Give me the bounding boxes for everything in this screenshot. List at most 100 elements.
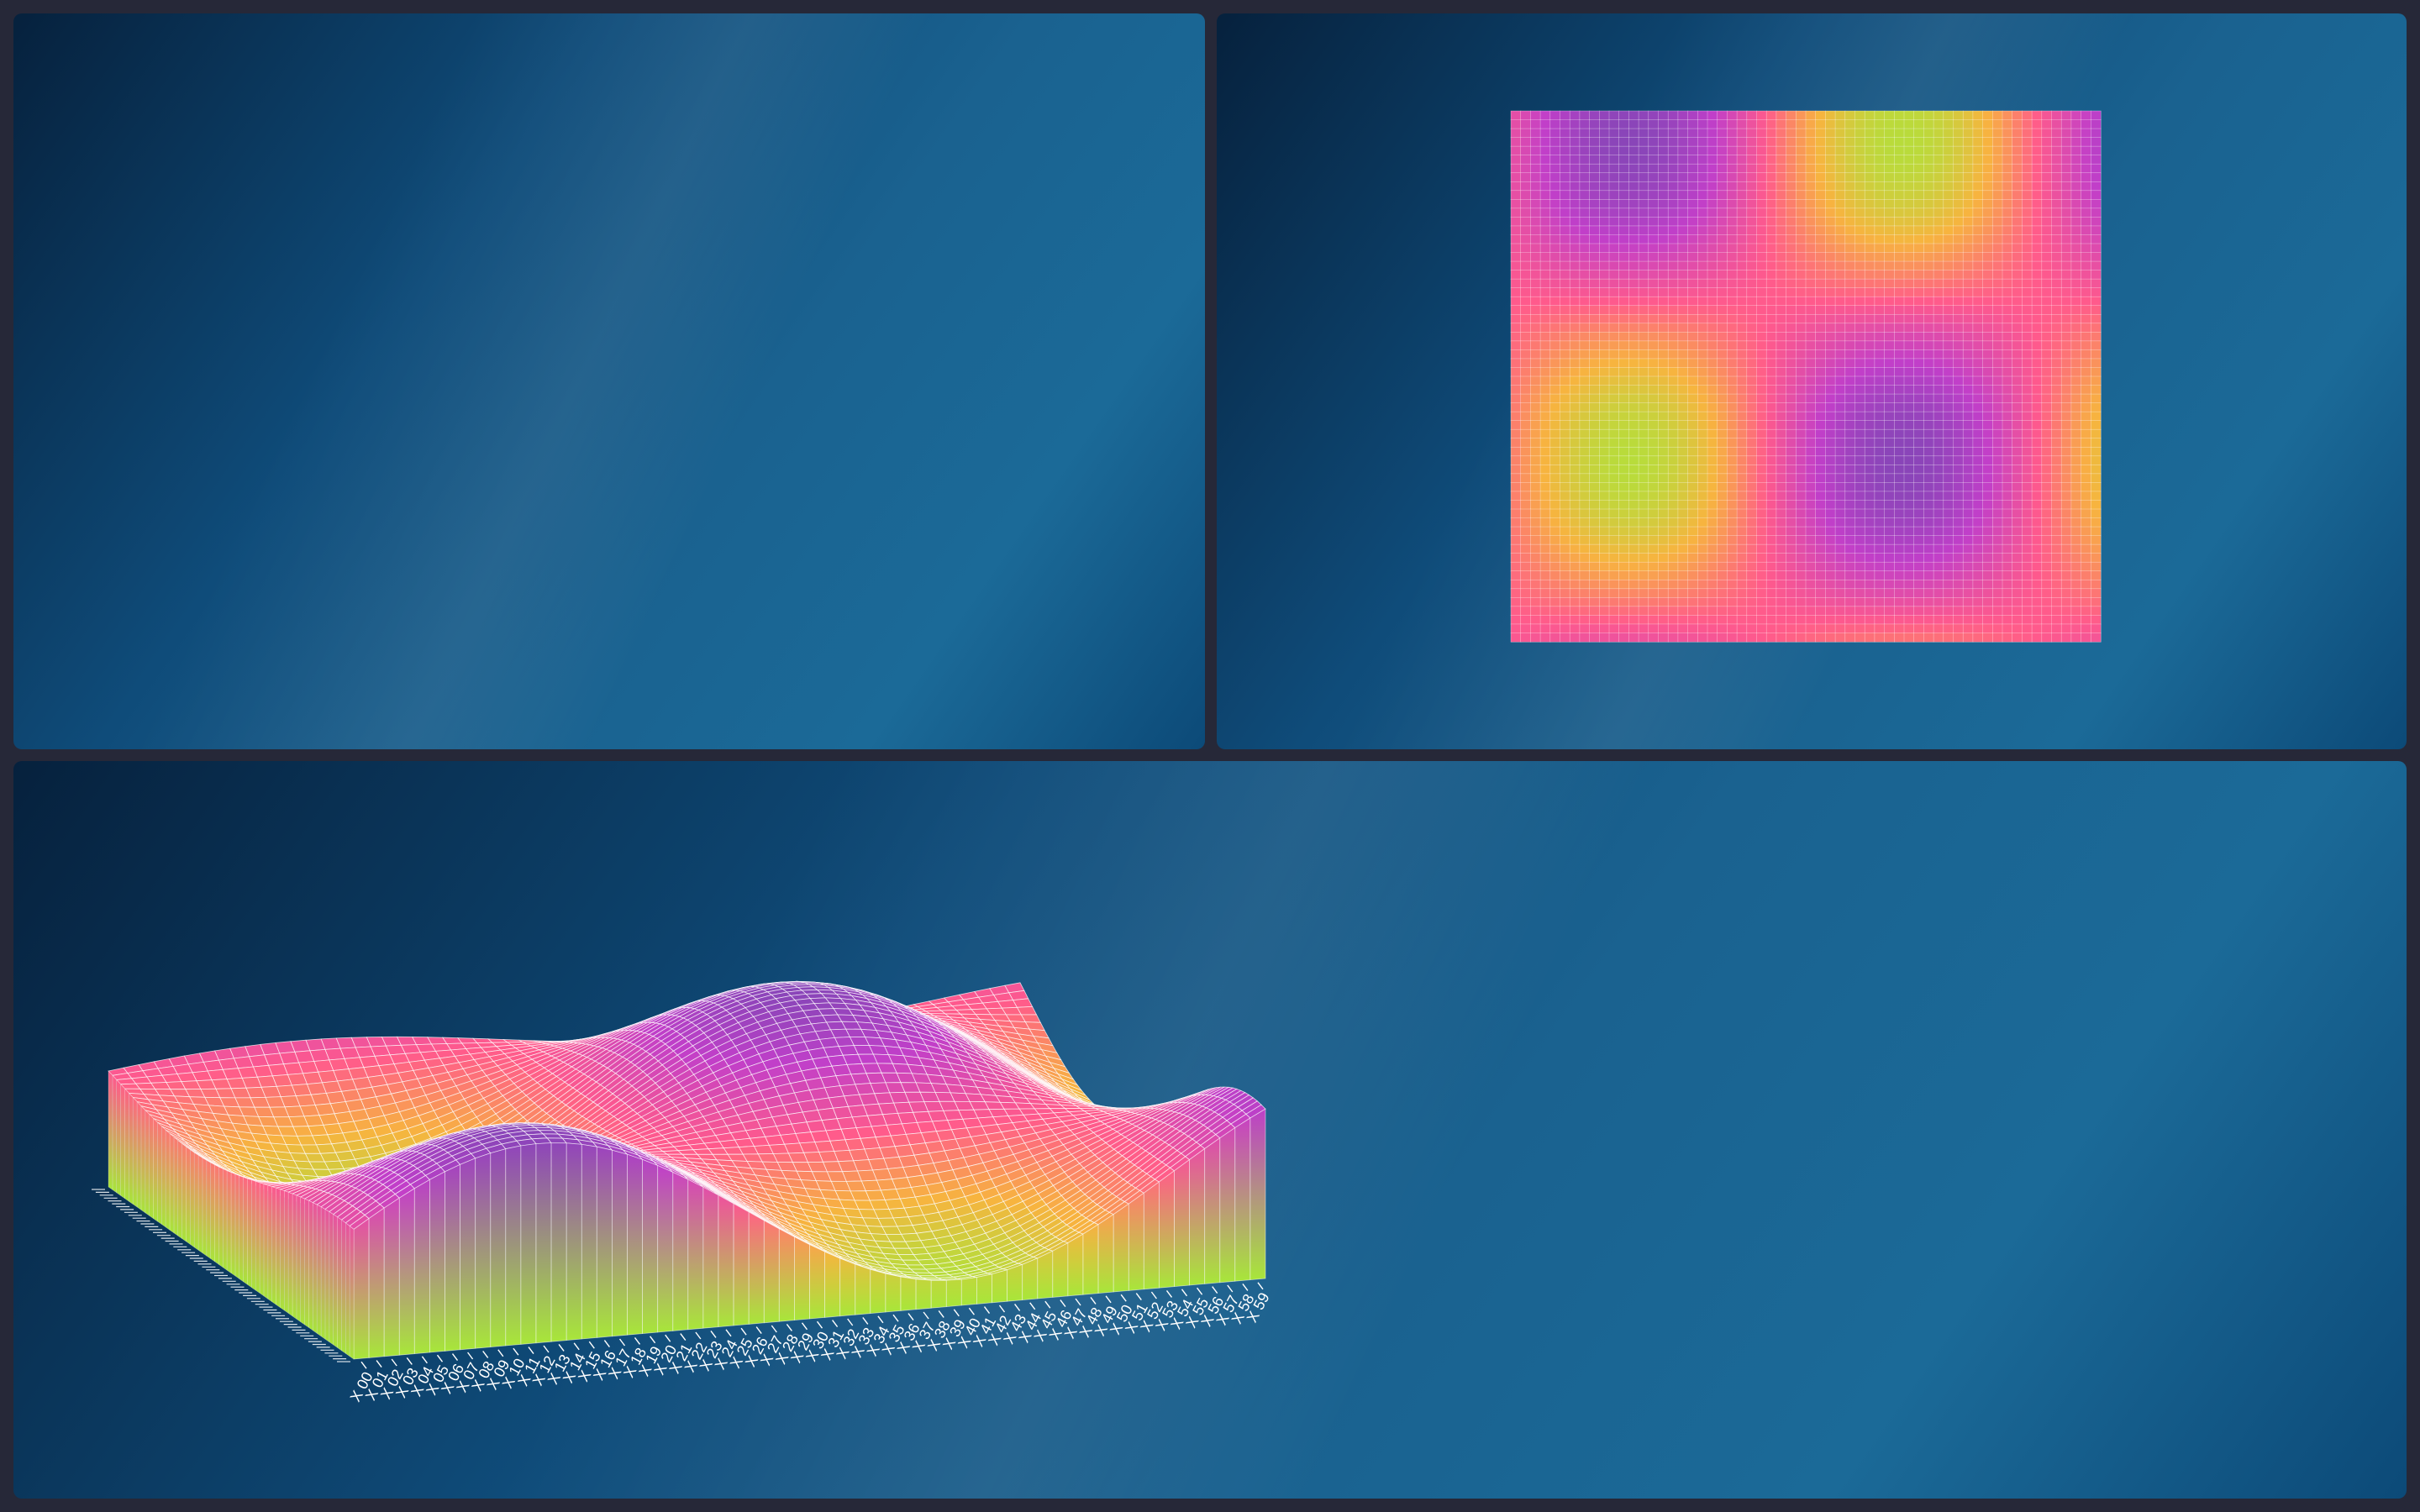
heatmap-cell — [1727, 482, 1738, 492]
heatmap-cell — [1815, 305, 1827, 315]
heatmap-cell — [1717, 570, 1728, 580]
heatmap-cell — [1530, 252, 1541, 262]
heatmap-cell — [1874, 234, 1886, 244]
heatmap-cell — [1991, 473, 2003, 483]
heatmap-cell — [1608, 313, 1620, 324]
heatmap-cell — [1943, 561, 1954, 572]
heatmap-cell — [1697, 606, 1708, 616]
heatmap-cell — [2022, 393, 2033, 404]
heatmap-cell — [1834, 482, 1846, 492]
heatmap-cell — [1864, 110, 1876, 121]
heatmap-cell — [1962, 358, 1974, 369]
heatmap-cell — [1943, 225, 1954, 236]
heatmap-cell — [1805, 526, 1817, 537]
heatmap-cell — [1903, 455, 1915, 465]
heatmap-cell — [1893, 402, 1905, 412]
heatmap-cell — [1598, 438, 1610, 448]
heatmap-cell — [1874, 623, 1886, 634]
heatmap-cell — [1736, 323, 1748, 333]
heatmap-cell — [1844, 199, 1856, 209]
heatmap-cell — [1727, 155, 1738, 165]
heatmap-cell — [1539, 155, 1551, 165]
heatmap-cell — [1854, 385, 1865, 395]
heatmap-cell — [1579, 500, 1591, 510]
heatmap-cell — [1727, 411, 1738, 422]
heatmap-cell — [1736, 128, 1748, 139]
heatmap-cell — [1608, 597, 1620, 607]
heatmap-cell — [1834, 340, 1846, 350]
heatmap-cell — [1628, 402, 1639, 412]
heatmap-cell — [2041, 517, 2053, 528]
heatmap-cell — [1903, 465, 1915, 475]
heatmap-cell — [1618, 482, 1630, 492]
heatmap-cell — [1943, 588, 1954, 598]
heatmap-cell — [2091, 517, 2102, 528]
heatmap-cell — [1707, 535, 1718, 545]
heatmap-cell — [1648, 438, 1660, 448]
heatmap-cell — [1953, 633, 1964, 643]
heatmap-cell — [1972, 543, 1984, 554]
heatmap-cell — [1825, 615, 1836, 625]
heatmap-cell — [1913, 588, 1925, 598]
heatmap-cell — [2012, 428, 2023, 439]
heatmap-cell — [1786, 455, 1797, 465]
heatmap-cell — [1618, 411, 1630, 422]
heatmap-cell — [1598, 579, 1610, 590]
heatmap-cell — [1717, 270, 1728, 280]
heatmap-cell — [1795, 570, 1807, 580]
heatmap-cell — [1589, 190, 1600, 200]
heatmap-cell — [1658, 199, 1669, 209]
heatmap-cell — [2081, 270, 2091, 280]
heatmap-cell — [1667, 260, 1679, 271]
heatmap-cell — [2091, 270, 2102, 280]
heatmap-cell — [1913, 446, 1925, 457]
heatmap-cell — [1658, 543, 1669, 554]
heatmap-cell — [1854, 260, 1865, 271]
heatmap-cell — [1933, 296, 1944, 307]
heatmap-cell — [1736, 491, 1748, 501]
heatmap-cell — [1972, 340, 1984, 350]
heatmap-cell — [1520, 465, 1532, 475]
heatmap-cell — [2060, 234, 2072, 244]
heatmap-cell — [1560, 588, 1570, 598]
heatmap-cell — [2041, 313, 2053, 324]
heatmap-cell — [2002, 446, 2013, 457]
heatmap-cell — [2091, 482, 2102, 492]
heatmap-cell — [1579, 128, 1591, 139]
heatmap-cell — [1805, 137, 1817, 147]
heatmap-cell — [1933, 225, 1944, 236]
heatmap-cell — [1844, 455, 1856, 465]
heatmap-cell — [2060, 207, 2072, 218]
heatmap-cell — [1746, 163, 1758, 174]
heatmap-cell — [1982, 375, 1993, 386]
heatmap-cell — [1618, 561, 1630, 572]
heatmap-cell — [1618, 190, 1630, 200]
heatmap-cell — [1903, 332, 1915, 342]
heatmap-cell — [1923, 579, 1934, 590]
heatmap-cell — [1834, 234, 1846, 244]
heatmap-cell — [1598, 137, 1610, 147]
heatmap-cell — [1933, 270, 1944, 280]
heatmap-cell — [1834, 278, 1846, 289]
heatmap-cell — [1874, 500, 1886, 510]
heatmap-cell — [2022, 234, 2033, 244]
heatmap-cell — [1677, 234, 1689, 244]
heatmap-cell — [1658, 110, 1669, 121]
heatmap-cell — [1608, 438, 1620, 448]
heatmap-cell — [1569, 163, 1581, 174]
heatmap-cell — [1982, 155, 1993, 165]
heatmap-cell — [1962, 482, 1974, 492]
heatmap-cell — [1933, 517, 1944, 528]
heatmap-cell — [2070, 517, 2082, 528]
heatmap-cell — [1677, 606, 1689, 616]
heatmap-cell — [2051, 597, 2062, 607]
heatmap-cell — [1608, 633, 1620, 643]
heatmap-cell — [1874, 260, 1886, 271]
heatmap-cell — [2051, 287, 2062, 297]
heatmap-cell — [2041, 588, 2053, 598]
heatmap-cell — [1893, 597, 1905, 607]
heatmap-cell — [1776, 633, 1787, 643]
heatmap-cell — [2022, 526, 2033, 537]
heatmap-cell — [1658, 217, 1669, 227]
heatmap-cell — [2022, 517, 2033, 528]
